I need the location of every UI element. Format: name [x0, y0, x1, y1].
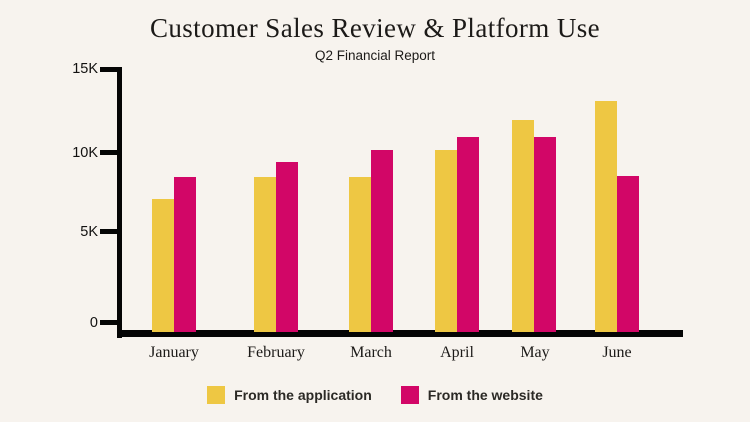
y-axis-tick-0 [100, 320, 122, 325]
x-axis-label-january: January [149, 344, 199, 361]
y-axis-label-10k: 10K [72, 144, 98, 161]
y-axis-line [117, 67, 122, 338]
bar-may-website [534, 137, 556, 332]
x-axis-line [117, 330, 683, 337]
legend-website-swatch [400, 386, 419, 404]
bar-april-application [435, 150, 457, 332]
legend-website-label: From the website [427, 387, 543, 403]
bar-may-application [512, 120, 534, 332]
y-axis-label-0: 0 [89, 314, 98, 331]
x-axis-label-may: May [520, 344, 550, 361]
bar-june-application [595, 101, 617, 332]
bar-january-website [174, 177, 196, 332]
x-axis-label-june: June [602, 344, 632, 361]
legend-application-swatch [207, 386, 226, 404]
y-axis-tick-10k [100, 150, 122, 155]
legend-application-label: From the application [234, 387, 372, 403]
bar-march-application [349, 177, 371, 332]
bar-june-website [617, 176, 639, 332]
x-axis-label-april: April [440, 344, 474, 361]
y-axis-tick-5k [100, 229, 122, 234]
bar-february-application [254, 177, 276, 332]
bar-january-application [152, 199, 174, 332]
bar-april-website [457, 137, 479, 332]
y-axis-label-5k: 5K [80, 223, 98, 240]
chart-title: Customer Sales Review & Platform Use [149, 13, 601, 43]
y-axis-tick-15k [100, 67, 122, 72]
bar-february-website [276, 162, 298, 332]
y-axis-label-15k: 15K [72, 61, 98, 77]
x-axis-label-february: February [247, 344, 305, 361]
bar-march-website [371, 150, 393, 332]
x-axis-label-march: March [350, 344, 392, 361]
legend: From the application From the website [0, 386, 750, 404]
chart-subtitle: Q2 Financial Report [314, 48, 436, 63]
